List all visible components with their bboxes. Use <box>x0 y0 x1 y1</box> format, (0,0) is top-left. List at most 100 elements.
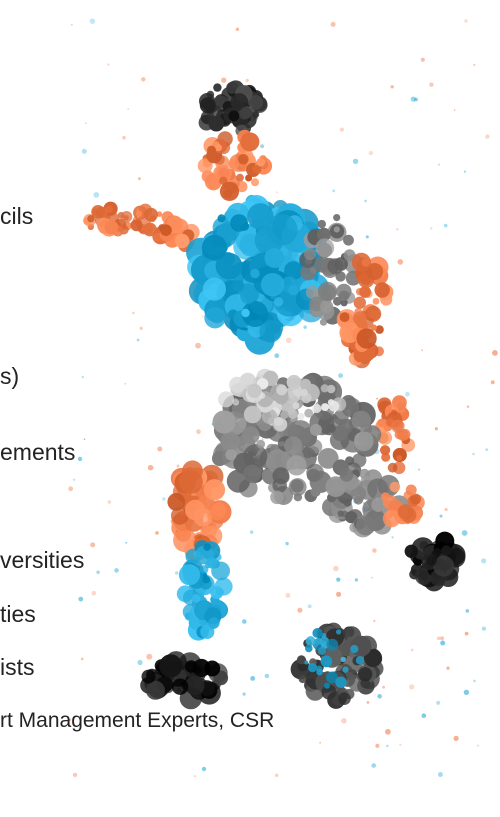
mosaic-dot <box>463 689 470 695</box>
mosaic-dot <box>313 255 331 273</box>
mosaic-dot <box>319 318 328 326</box>
mosaic-dot <box>332 189 336 193</box>
mosaic-dot <box>207 145 216 155</box>
mosaic-dot <box>288 478 307 497</box>
mosaic-dot <box>453 735 459 742</box>
mosaic-dot <box>273 297 284 307</box>
mosaic-dot <box>204 660 221 677</box>
mosaic-dot <box>466 405 470 408</box>
mosaic-dot <box>185 660 198 673</box>
mosaic-dot <box>243 444 268 469</box>
mosaic-dot <box>228 158 240 170</box>
mosaic-dot <box>305 285 320 299</box>
mosaic-dot <box>135 210 143 217</box>
mosaic-dot <box>93 192 100 198</box>
mosaic-dot <box>337 510 344 517</box>
mosaic-dot <box>399 428 411 440</box>
mosaic-dot <box>192 593 201 603</box>
mosaic-dot <box>130 219 143 232</box>
mosaic-dot <box>78 596 84 602</box>
mosaic-dot <box>345 456 354 465</box>
mosaic-dot <box>391 419 405 433</box>
mosaic-dot <box>336 577 341 582</box>
mosaic-dot <box>434 427 438 431</box>
mosaic-dot <box>325 476 347 498</box>
mosaic-dot <box>137 659 143 666</box>
mosaic-dot <box>352 158 359 164</box>
mosaic-dot <box>321 684 337 700</box>
mosaic-dot <box>210 586 224 600</box>
mosaic-dot <box>405 391 410 397</box>
mosaic-dot <box>206 557 218 569</box>
mosaic-dot <box>252 111 260 118</box>
mosaic-dot <box>433 555 455 577</box>
text-fragment-sport-management: rt Management Experts, CSR <box>0 709 275 732</box>
mosaic-dot <box>256 157 266 167</box>
mosaic-dot <box>365 235 369 239</box>
mosaic-dot <box>195 342 201 349</box>
mosaic-dot <box>275 773 279 777</box>
mosaic-dot <box>409 684 415 690</box>
mosaic-dot <box>156 211 163 217</box>
mosaic-dot <box>230 93 249 111</box>
mosaic-dot <box>352 453 367 468</box>
mosaic-dot <box>410 493 422 505</box>
mosaic-dot <box>199 565 209 574</box>
mosaic-dot <box>213 83 222 92</box>
mosaic-dot <box>351 252 371 272</box>
mosaic-dot <box>324 682 330 689</box>
mosaic-dot <box>339 127 344 132</box>
mosaic-dot <box>421 713 427 718</box>
mosaic-dot <box>440 636 445 641</box>
mosaic-dot <box>175 571 179 575</box>
mosaic-dot <box>387 462 398 473</box>
mosaic-dot <box>305 636 316 647</box>
mosaic-dot <box>342 666 349 673</box>
mosaic-dot <box>285 541 289 546</box>
mosaic-dot <box>320 384 329 393</box>
mosaic-dot <box>275 191 278 194</box>
mosaic-dot <box>202 575 211 584</box>
mosaic-dot <box>91 205 105 219</box>
mosaic-dot <box>141 77 146 82</box>
mosaic-dot <box>376 397 379 400</box>
mosaic-dot <box>366 701 370 704</box>
mosaic-dot <box>397 504 414 520</box>
mosaic-dot <box>273 416 284 426</box>
mosaic-dot <box>68 486 74 492</box>
mosaic-dot <box>230 214 248 232</box>
mosaic-dot <box>256 118 259 120</box>
mosaic-dot <box>250 530 254 534</box>
mosaic-dot <box>145 680 165 700</box>
mosaic-dot <box>261 438 264 441</box>
mosaic-dot <box>120 211 133 223</box>
mosaic-dot <box>176 464 180 468</box>
text-fragment-councils: cils <box>0 203 34 229</box>
mosaic-dot <box>404 544 418 558</box>
mosaic-dot <box>284 436 303 455</box>
mosaic-dot <box>340 299 348 307</box>
mosaic-dot <box>146 653 153 660</box>
mosaic-dot <box>385 728 391 735</box>
mosaic-dot <box>490 380 495 385</box>
text-fragment-cities: ties <box>0 601 36 627</box>
mosaic-dot <box>437 163 441 166</box>
mosaic-dot <box>318 632 323 637</box>
mosaic-dot <box>315 238 335 258</box>
mosaic-dot <box>305 644 313 653</box>
mosaic-dot <box>304 248 317 261</box>
mosaic-dot <box>396 228 399 231</box>
mosaic-dot <box>270 490 284 505</box>
mosaic-dot <box>324 659 332 666</box>
mosaic-dot <box>343 234 354 246</box>
mosaic-dot <box>250 676 256 681</box>
mosaic-dot <box>355 515 376 536</box>
mosaic-dot <box>354 578 359 582</box>
mosaic-dot <box>137 177 141 181</box>
mosaic-dot <box>139 326 143 330</box>
mosaic-dot <box>436 700 441 705</box>
mosaic-dot <box>266 214 298 246</box>
mosaic-dot <box>359 286 371 298</box>
mosaic-dot <box>461 530 468 536</box>
mosaic-dot <box>248 95 263 110</box>
